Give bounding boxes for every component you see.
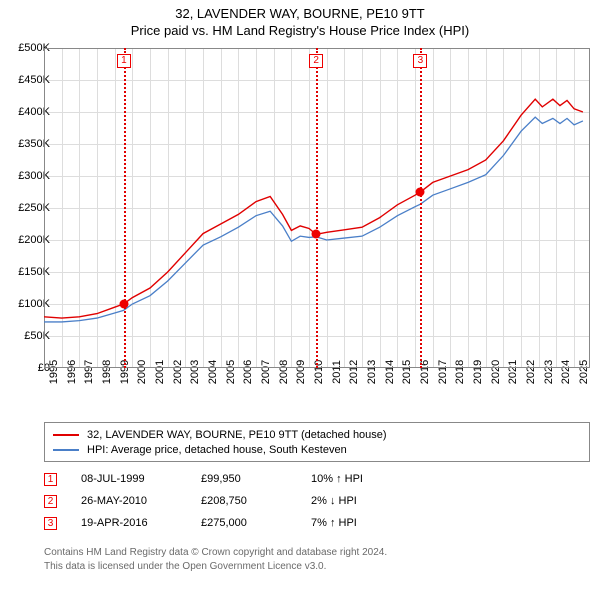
event-table-marker: 2	[44, 495, 57, 508]
event-table-pct: 2% ↓ HPI	[311, 495, 431, 507]
event-dot	[416, 188, 425, 197]
chart-container: 32, LAVENDER WAY, BOURNE, PE10 9TT Price…	[0, 0, 600, 590]
event-table-price: £99,950	[201, 473, 311, 485]
event-table-row: 1 08-JUL-1999£99,95010% ↑ HPI	[44, 468, 590, 490]
event-table-price: £208,750	[201, 495, 311, 507]
title-block: 32, LAVENDER WAY, BOURNE, PE10 9TT Price…	[0, 0, 600, 38]
event-table-marker: 1	[44, 473, 57, 486]
event-dot	[119, 300, 128, 309]
title-line2: Price paid vs. HM Land Registry's House …	[0, 23, 600, 38]
event-dot	[312, 230, 321, 239]
legend-row: 32, LAVENDER WAY, BOURNE, PE10 9TT (deta…	[53, 427, 581, 442]
title-line1: 32, LAVENDER WAY, BOURNE, PE10 9TT	[0, 6, 600, 21]
event-marker-box: 3	[413, 54, 427, 68]
footer-line1: Contains HM Land Registry data © Crown c…	[44, 546, 590, 560]
legend-swatch	[53, 434, 79, 436]
event-marker-box: 2	[309, 54, 323, 68]
event-vline	[124, 48, 126, 368]
event-marker-box: 1	[117, 54, 131, 68]
event-table-date: 26-MAY-2010	[81, 495, 201, 507]
legend-row: HPI: Average price, detached house, Sout…	[53, 442, 581, 457]
event-table-pct: 10% ↑ HPI	[311, 473, 431, 485]
event-table-marker: 3	[44, 517, 57, 530]
event-vline	[316, 48, 318, 368]
event-table-pct: 7% ↑ HPI	[311, 517, 431, 529]
event-table-row: 3 19-APR-2016£275,0007% ↑ HPI	[44, 512, 590, 534]
event-table-date: 19-APR-2016	[81, 517, 201, 529]
event-table-row: 2 26-MAY-2010£208,7502% ↓ HPI	[44, 490, 590, 512]
footer-line2: This data is licensed under the Open Gov…	[44, 560, 590, 574]
legend-swatch	[53, 449, 79, 451]
legend-label: HPI: Average price, detached house, Sout…	[87, 444, 347, 456]
legend-label: 32, LAVENDER WAY, BOURNE, PE10 9TT (deta…	[87, 429, 387, 441]
event-table-price: £275,000	[201, 517, 311, 529]
event-vline	[420, 48, 422, 368]
footer: Contains HM Land Registry data © Crown c…	[44, 546, 590, 573]
event-table-date: 08-JUL-1999	[81, 473, 201, 485]
legend: 32, LAVENDER WAY, BOURNE, PE10 9TT (deta…	[44, 422, 590, 462]
events-table: 1 08-JUL-1999£99,95010% ↑ HPI 2 26-MAY-2010…	[44, 468, 590, 534]
